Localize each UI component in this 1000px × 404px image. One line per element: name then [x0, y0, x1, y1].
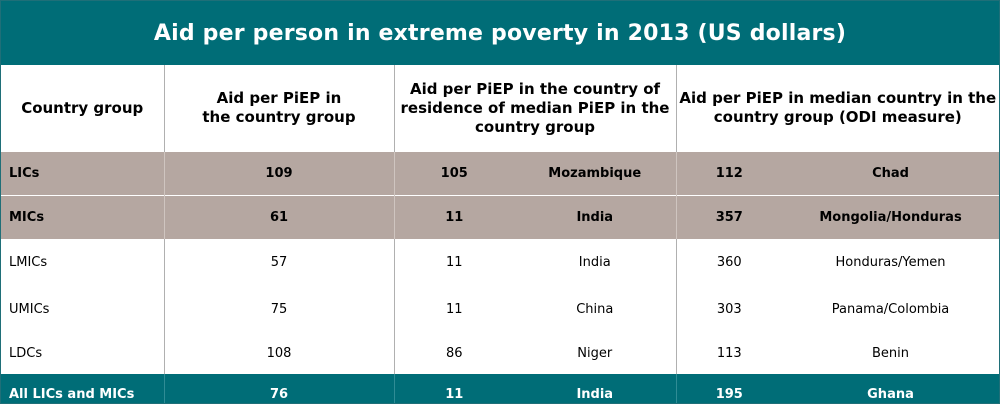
cell-group: UMICs [1, 286, 165, 332]
header-country-group: Country group [1, 65, 165, 152]
cell-odi-country: Panama/Colombia [831, 301, 950, 317]
cell-res-value: 86 [445, 345, 463, 361]
table-row: LMICs 57 11 India 360 Honduras/Yemen [1, 239, 999, 286]
cell-aid: 108 [164, 332, 395, 374]
cell-odi-country: Ghana [782, 374, 999, 403]
cell-group: MICs [1, 195, 165, 239]
cell-group: LMICs [1, 239, 165, 286]
cell-aid: 76 [164, 374, 395, 403]
cell-odi-country: Chad [782, 151, 999, 196]
cell-aid: 109 [164, 151, 395, 196]
cell-res-country: Mozambique [514, 151, 677, 196]
cell-group: LICs [1, 151, 165, 196]
cell-res-value: 11 [394, 374, 514, 403]
table-row: UMICs 75 11 China 303 Panama/Colombia [1, 286, 999, 332]
cell-group: All LICs and MICs [1, 374, 165, 403]
table-title: Aid per person in extreme poverty in 201… [1, 1, 999, 65]
cell-res-value: 11 [394, 195, 514, 239]
cell-odi-value: 357 [676, 195, 783, 239]
table-row: LDCs 108 86 Niger 113 Benin [1, 332, 999, 374]
header-median-residence: Aid per PiEP in the country of residence… [394, 65, 677, 152]
cell-group: LDCs [1, 332, 165, 374]
cell-odi-value: 113 [716, 345, 742, 361]
cell-res-country: India [514, 239, 677, 286]
aid-table: Country group Aid per PiEP in the countr… [1, 65, 999, 403]
table-row: LICs 109 105 Mozambique 112 Chad [1, 151, 999, 196]
table-row-total: All LICs and MICs 76 11 India 195 Ghana [1, 374, 999, 403]
table-row: MICs 61 11 India 357 Mongolia/Honduras [1, 195, 999, 239]
cell-res-value: 105 [394, 151, 514, 196]
cell-res-value: 11 [445, 255, 463, 270]
header-row: Country group Aid per PiEP in the countr… [1, 65, 999, 152]
cell-aid: 57 [164, 239, 395, 286]
cell-aid: 61 [164, 195, 395, 239]
cell-res-value: 11 [445, 301, 463, 317]
cell-odi-value: 360 [716, 255, 742, 270]
cell-odi-country: Mongolia/Honduras [782, 195, 999, 239]
cell-res-country: Niger [514, 332, 677, 374]
cell-aid: 75 [164, 286, 395, 332]
header-median-country: Aid per PiEP in median country in the co… [676, 65, 999, 152]
cell-odi-country: Honduras/Yemen [835, 255, 946, 270]
cell-odi-value: 112 [676, 151, 783, 196]
cell-odi-value: 195 [676, 374, 783, 403]
cell-res-country: China [514, 286, 677, 332]
cell-res-country: India [514, 374, 677, 403]
cell-odi-country: Benin [872, 345, 910, 361]
header-aid-group: Aid per PiEP in the country group [164, 65, 395, 152]
cell-res-country: India [514, 195, 677, 239]
cell-odi-value: 303 [716, 301, 742, 317]
